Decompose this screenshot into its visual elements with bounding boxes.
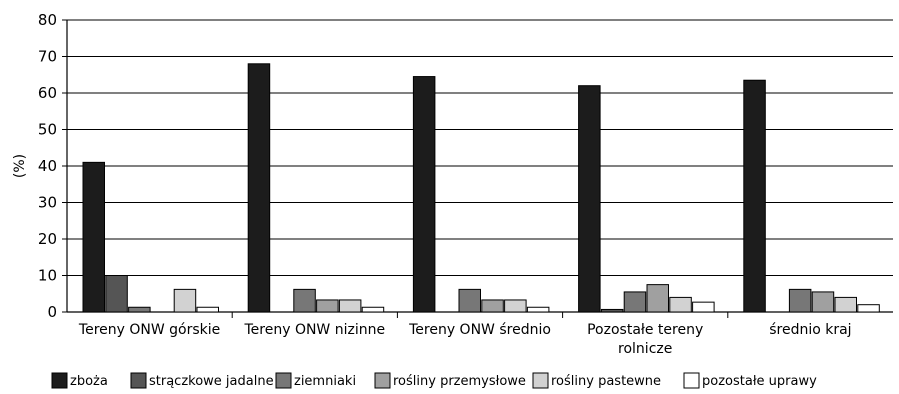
bar: [82, 161, 105, 313]
y-tick-label: 20: [38, 230, 57, 248]
legend-swatch: [130, 372, 147, 389]
y-axis-title: (%): [12, 154, 28, 178]
legend-swatch: [374, 372, 391, 389]
bar: [293, 288, 316, 313]
bar: [743, 79, 766, 313]
y-tick-label: 30: [38, 194, 57, 212]
legend: zboża strączkowe jadalne ziemniaki rośliny …: [51, 372, 817, 389]
bar: [173, 288, 197, 313]
bar: [128, 306, 151, 313]
legend-label: rośliny przemysłowe: [393, 374, 526, 389]
legend-label: strączkowe jadalne: [149, 374, 274, 389]
y-tick-label: 40: [38, 157, 57, 175]
bar: [361, 306, 385, 313]
bar: [600, 308, 624, 313]
y-tick-label: 50: [38, 121, 57, 139]
legend-swatch: [683, 372, 700, 389]
legend-label: ziemniaki: [294, 374, 356, 389]
bar: [857, 304, 880, 313]
gridlines: [67, 19, 893, 276]
bar: [481, 299, 504, 313]
y-tick-label: 70: [38, 48, 57, 66]
bar: [692, 301, 715, 313]
bar: [578, 85, 601, 313]
bar: [412, 76, 436, 313]
bar: [788, 288, 812, 313]
y-tick-label: 60: [38, 84, 57, 102]
bar: [811, 291, 835, 313]
bar: [316, 299, 339, 313]
x-tick-label: rolnicze: [618, 341, 672, 357]
y-tick-label: 0: [47, 303, 57, 321]
bar: [669, 296, 692, 313]
legend-label: pozostałe uprawy: [702, 374, 817, 389]
legend-swatch: [51, 372, 68, 389]
legend-label: zboża: [70, 374, 108, 389]
legend-swatch: [275, 372, 292, 389]
bar: [458, 288, 481, 313]
y-tick-label: 80: [38, 11, 57, 29]
bar: [504, 299, 527, 313]
x-tick-label: średnio kraj: [769, 322, 851, 338]
bar: [105, 275, 128, 313]
y-tick-label: 10: [38, 267, 57, 285]
bar: [247, 63, 271, 313]
x-tick-label: Tereny ONW nizinne: [243, 322, 385, 338]
bar: [526, 306, 550, 313]
bar: [646, 284, 669, 313]
legend-swatch: [532, 372, 549, 389]
labels: 0 10 20 30 40 50 60 70 80 (%) Tereny ONW górskie Te…: [12, 11, 852, 357]
legend-label: rośliny pastewne: [551, 374, 661, 389]
bar: [196, 306, 219, 313]
x-tick-label: Tereny ONW górskie: [78, 322, 220, 338]
bar: [834, 296, 857, 313]
bar: [623, 291, 647, 313]
x-tick-label: Tereny ONW średnio: [408, 322, 551, 338]
bar: [338, 299, 362, 313]
x-tick-label: Pozostałe tereny: [587, 322, 703, 338]
axes: [62, 19, 893, 318]
bars: [82, 63, 880, 313]
